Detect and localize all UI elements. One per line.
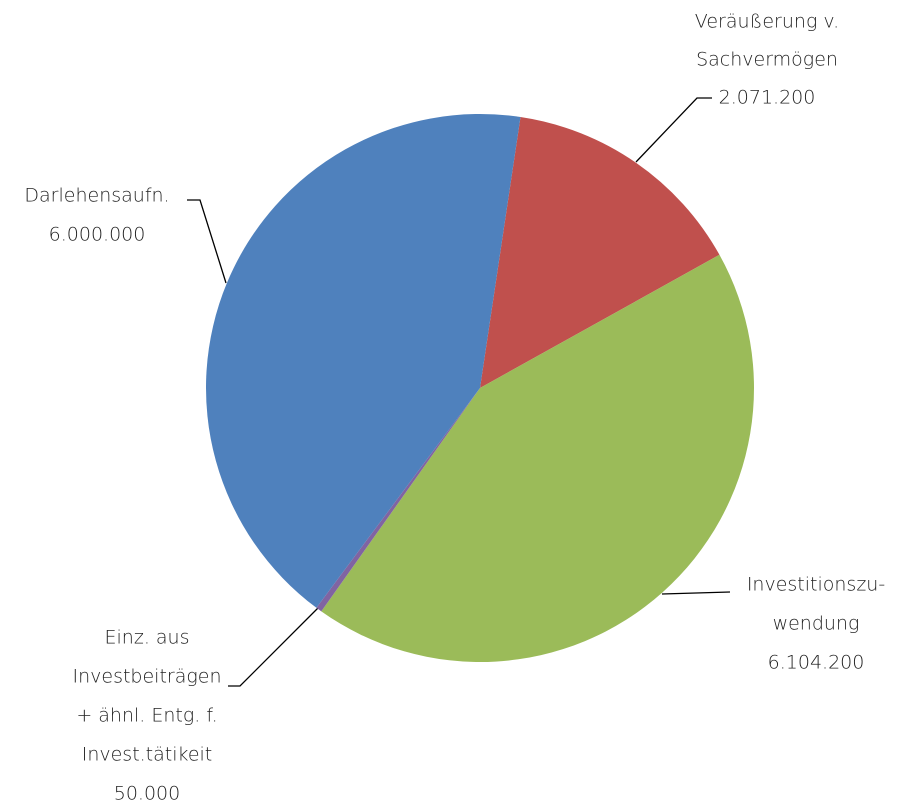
category-label: Investitionszu- [747, 574, 885, 596]
category-label: wendung [773, 613, 860, 635]
leader-lines [187, 97, 731, 687]
leader-line [228, 607, 319, 687]
value-label: 6.000.000 [49, 224, 146, 246]
data-label: Darlehensaufn. 6.000.000 [24, 185, 169, 246]
category-label: Einz. aus [105, 627, 190, 649]
category-label: Sachvermögen [696, 49, 838, 71]
pie-slice [316, 388, 480, 612]
leader-line [661, 591, 731, 595]
pie-slice [480, 117, 720, 389]
value-label: 50.000 [114, 783, 180, 805]
category-label: + ähnl. Entg. f. [76, 705, 217, 727]
leader-line [635, 97, 712, 163]
pie-slice [205, 113, 521, 608]
data-label: Investitionszu-wendung 6.104.200 [747, 574, 885, 674]
value-label: 2.071.200 [719, 87, 816, 109]
value-label: 6.104.200 [768, 652, 865, 674]
pie-slice [321, 254, 754, 662]
leader-line [187, 199, 227, 284]
pie [205, 113, 754, 662]
category-label: Investbeiträgen [73, 666, 222, 688]
data-label: Einz. aus Investbeiträgen + ähnl. Entg. f.… [73, 627, 222, 805]
category-label: Darlehensaufn. [24, 185, 169, 207]
category-label: Veräußerung v. [695, 11, 839, 33]
data-label: Veräußerung v. Sachvermögen 2.071.200 [695, 11, 839, 109]
category-label: Invest.tätikeit [82, 744, 213, 766]
